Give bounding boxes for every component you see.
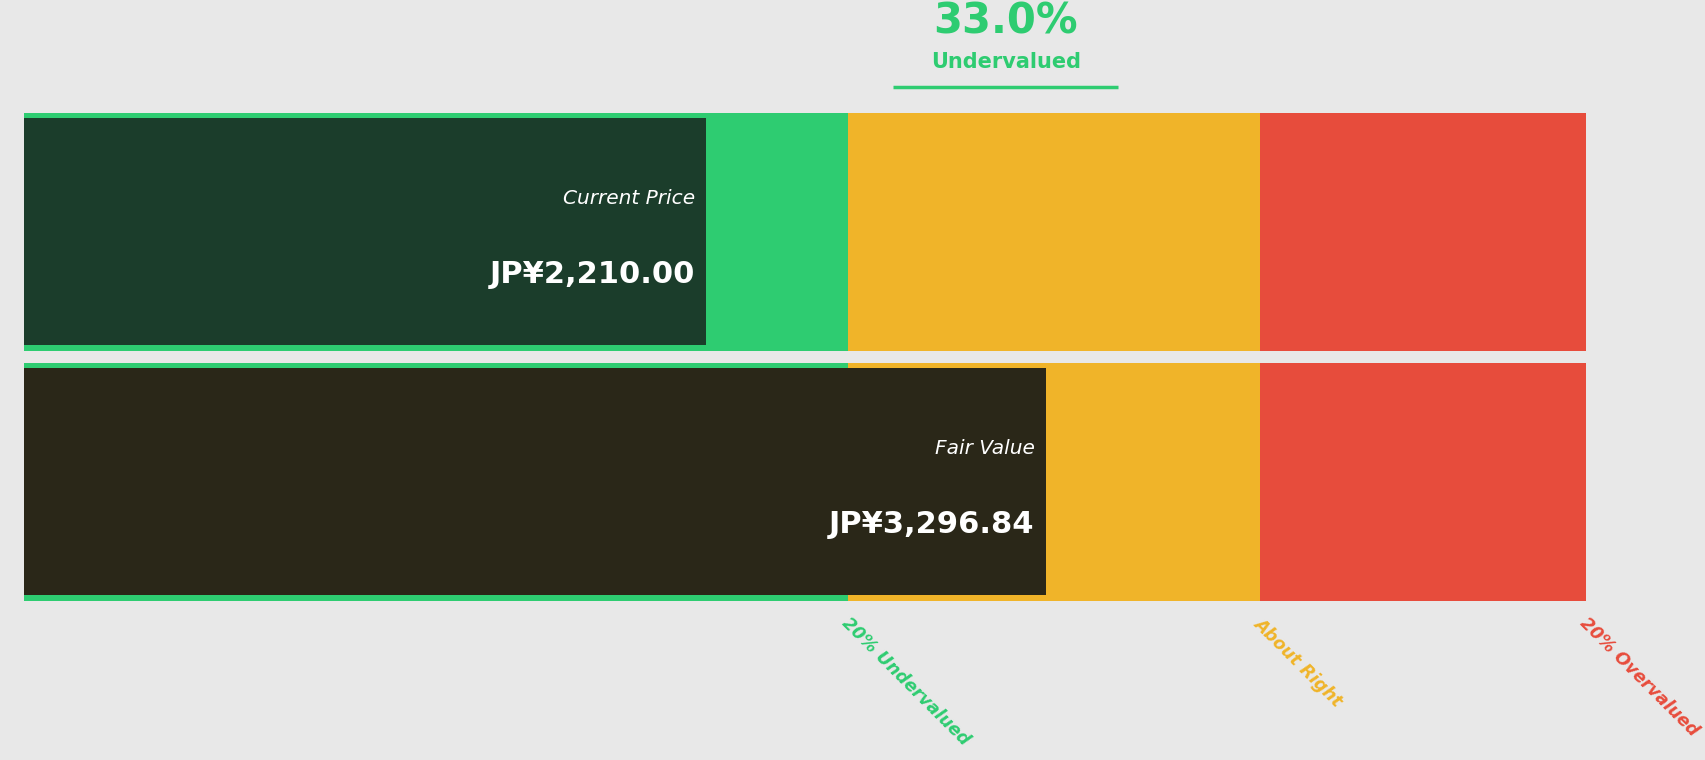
Text: 20% Overvalued: 20% Overvalued <box>1575 614 1702 739</box>
Bar <box>1260 363 1586 600</box>
Text: Fair Value: Fair Value <box>934 439 1033 458</box>
Text: About Right: About Right <box>1250 614 1345 710</box>
Text: Undervalued: Undervalued <box>931 52 1079 72</box>
Text: JP¥2,210.00: JP¥2,210.00 <box>489 260 694 289</box>
Bar <box>24 363 847 600</box>
Bar <box>1260 113 1586 350</box>
Bar <box>847 113 1260 350</box>
Bar <box>24 369 1045 595</box>
Bar <box>847 363 1260 600</box>
Text: Current Price: Current Price <box>563 189 694 208</box>
Text: JP¥3,296.84: JP¥3,296.84 <box>829 510 1033 539</box>
Text: 33.0%: 33.0% <box>933 1 1078 43</box>
Bar <box>24 119 706 345</box>
Bar <box>24 113 847 350</box>
Text: 20% Undervalued: 20% Undervalued <box>839 614 974 749</box>
